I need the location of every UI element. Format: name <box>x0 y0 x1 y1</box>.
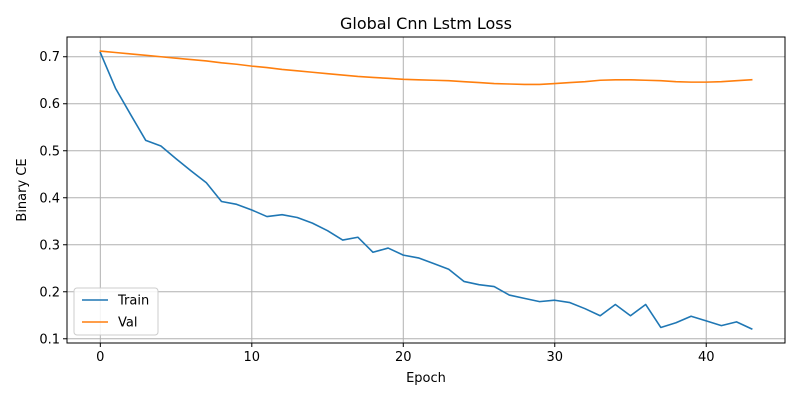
y-axis-label: Binary CE <box>15 158 30 221</box>
legend-label-train: Train <box>117 294 149 309</box>
y-tick-label: 0.6 <box>39 97 60 112</box>
chart-title: Global Cnn Lstm Loss <box>340 14 512 33</box>
y-tick-label: 0.3 <box>39 238 60 253</box>
x-axis-label: Epoch <box>406 371 446 386</box>
x-tick-label: 10 <box>244 350 261 365</box>
x-tick-label: 40 <box>698 350 715 365</box>
tick-layer: 0 10 20 30 40 0.1 0.2 0.3 0.4 0.5 0.6 0.7 <box>39 50 714 365</box>
series-line-train <box>99 51 753 330</box>
legend: Train Val <box>73 287 159 336</box>
plot-frame <box>66 36 786 344</box>
x-tick-label: 20 <box>395 350 412 365</box>
y-tick-label: 0.1 <box>39 332 60 347</box>
y-tick-label: 0.5 <box>39 144 60 159</box>
x-tick-label: 30 <box>546 350 563 365</box>
series-layer <box>99 50 753 330</box>
series-line-val <box>99 50 753 86</box>
grid-layer <box>67 37 785 343</box>
y-tick-label: 0.2 <box>39 285 60 300</box>
x-tick-label: 0 <box>96 350 104 365</box>
legend-label-val: Val <box>118 316 137 331</box>
y-tick-label: 0.4 <box>39 191 60 206</box>
y-tick-label: 0.7 <box>39 50 60 65</box>
